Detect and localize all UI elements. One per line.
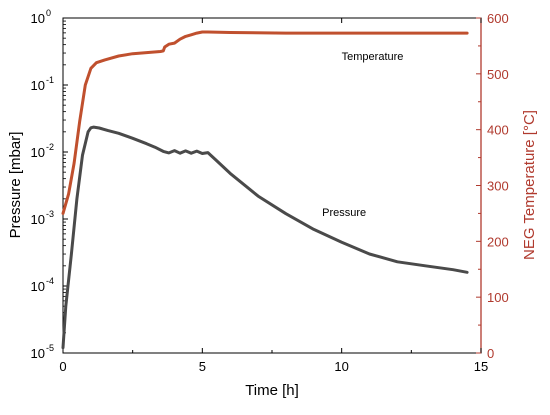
y-left-tick-exponent: 0 xyxy=(46,8,51,18)
series-line-pressure xyxy=(61,125,469,350)
y-left-tick-label: 10 xyxy=(31,11,45,26)
annotation-temperature: Temperature xyxy=(342,51,404,63)
series-layer xyxy=(61,30,469,350)
y-left-tick-exponent: -2 xyxy=(46,142,54,152)
x-axis-title: Time [h] xyxy=(245,382,299,399)
y-left-tick-exponent: -4 xyxy=(46,276,54,286)
y-left-tick-label: 10 xyxy=(31,212,45,227)
x-tick-label: 0 xyxy=(59,359,66,374)
y-left-tick-label: 10 xyxy=(31,78,45,93)
y-right-tick-label: 600 xyxy=(487,11,509,26)
x-tick-label: 15 xyxy=(474,359,488,374)
series-line-temperature xyxy=(61,30,469,215)
y-left-axis-title: Pressure [mbar] xyxy=(7,132,24,239)
y-left-tick-label: 10 xyxy=(31,279,45,294)
y-right-tick-label: 200 xyxy=(487,234,509,249)
y-left-tick-exponent: -3 xyxy=(46,209,54,219)
y-left-tick-label: 10 xyxy=(31,145,45,160)
x-tick-label: 10 xyxy=(334,359,348,374)
y-right-tick-label: 300 xyxy=(487,179,509,194)
y-right-axis-title: NEG Temperature [°C] xyxy=(521,110,538,260)
x-tick-label: 5 xyxy=(199,359,206,374)
y-right-tick-label: 500 xyxy=(487,67,509,82)
y-right-tick-label: 400 xyxy=(487,123,509,138)
y-right-tick-label: 100 xyxy=(487,290,509,305)
y-left-tick-exponent: -5 xyxy=(46,343,54,353)
y-left-tick-label: 10 xyxy=(31,346,45,361)
plot-area xyxy=(62,17,482,354)
y-left-tick-exponent: -1 xyxy=(46,75,54,85)
annotation-pressure: Pressure xyxy=(322,207,366,219)
y-right-tick-label: 0 xyxy=(487,346,494,361)
